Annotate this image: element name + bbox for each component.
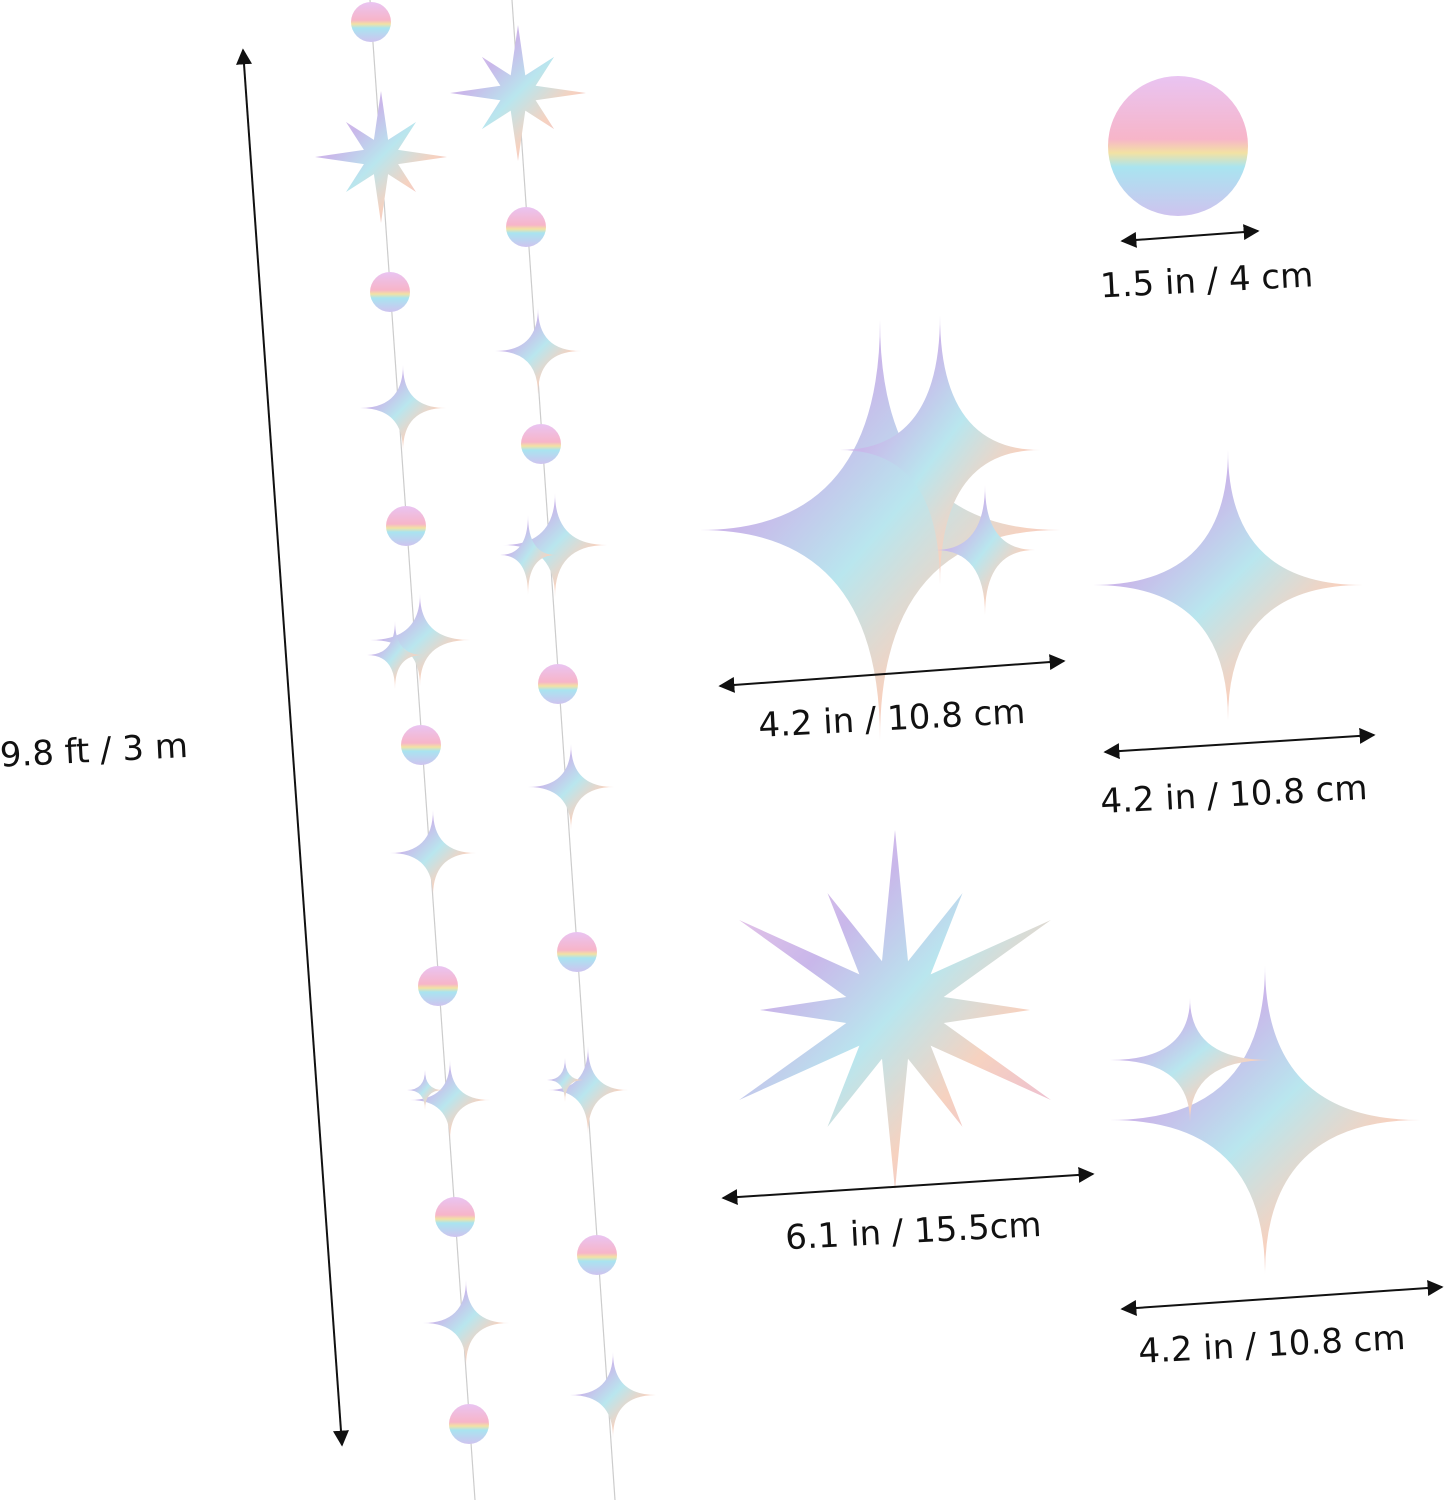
star <box>935 485 1035 615</box>
length-label: 9.8 ft / 3 m <box>0 726 189 776</box>
disc <box>506 207 546 247</box>
length-arrow <box>236 48 349 1447</box>
star <box>360 365 446 451</box>
disc <box>577 1235 617 1275</box>
star <box>1110 965 1420 1275</box>
disc <box>557 932 597 972</box>
star <box>503 493 607 597</box>
star <box>495 308 581 394</box>
star <box>410 1060 490 1140</box>
disc <box>418 966 458 1006</box>
burst-arrow <box>721 1166 1095 1206</box>
star <box>390 810 476 896</box>
star <box>700 320 1060 740</box>
single-arrow <box>1103 727 1376 760</box>
burst-label: 6.1 in / 15.5cm <box>784 1205 1042 1258</box>
disc <box>435 1197 475 1237</box>
circle-label: 1.5 in / 4 cm <box>1099 255 1314 306</box>
starburst <box>450 25 586 161</box>
pair-arrow <box>1120 1280 1444 1316</box>
disc <box>449 1404 489 1444</box>
disc <box>521 424 561 464</box>
star <box>500 515 556 595</box>
star <box>548 1046 628 1134</box>
star <box>570 1352 656 1438</box>
single-label: 4.2 in / 10.8 cm <box>1099 768 1368 822</box>
star <box>407 1070 443 1110</box>
pair-label: 4.2 in / 10.8 cm <box>1137 1318 1406 1372</box>
star <box>840 315 1040 585</box>
disc <box>538 664 578 704</box>
starburst <box>315 91 447 223</box>
star <box>1093 450 1363 720</box>
star <box>370 594 470 686</box>
starburst <box>739 830 1051 1190</box>
disc <box>370 272 410 312</box>
disc <box>386 506 426 546</box>
circle-arrow <box>1120 224 1260 248</box>
disc <box>401 725 441 765</box>
disc <box>1108 76 1248 216</box>
disc <box>351 2 391 42</box>
star <box>1110 998 1270 1122</box>
star <box>528 744 614 830</box>
star <box>423 1280 509 1366</box>
decorations <box>315 0 1420 1500</box>
cluster-arrow <box>718 654 1066 693</box>
star <box>547 1058 583 1102</box>
cluster-label: 4.2 in / 10.8 cm <box>757 692 1026 746</box>
star <box>367 621 423 689</box>
